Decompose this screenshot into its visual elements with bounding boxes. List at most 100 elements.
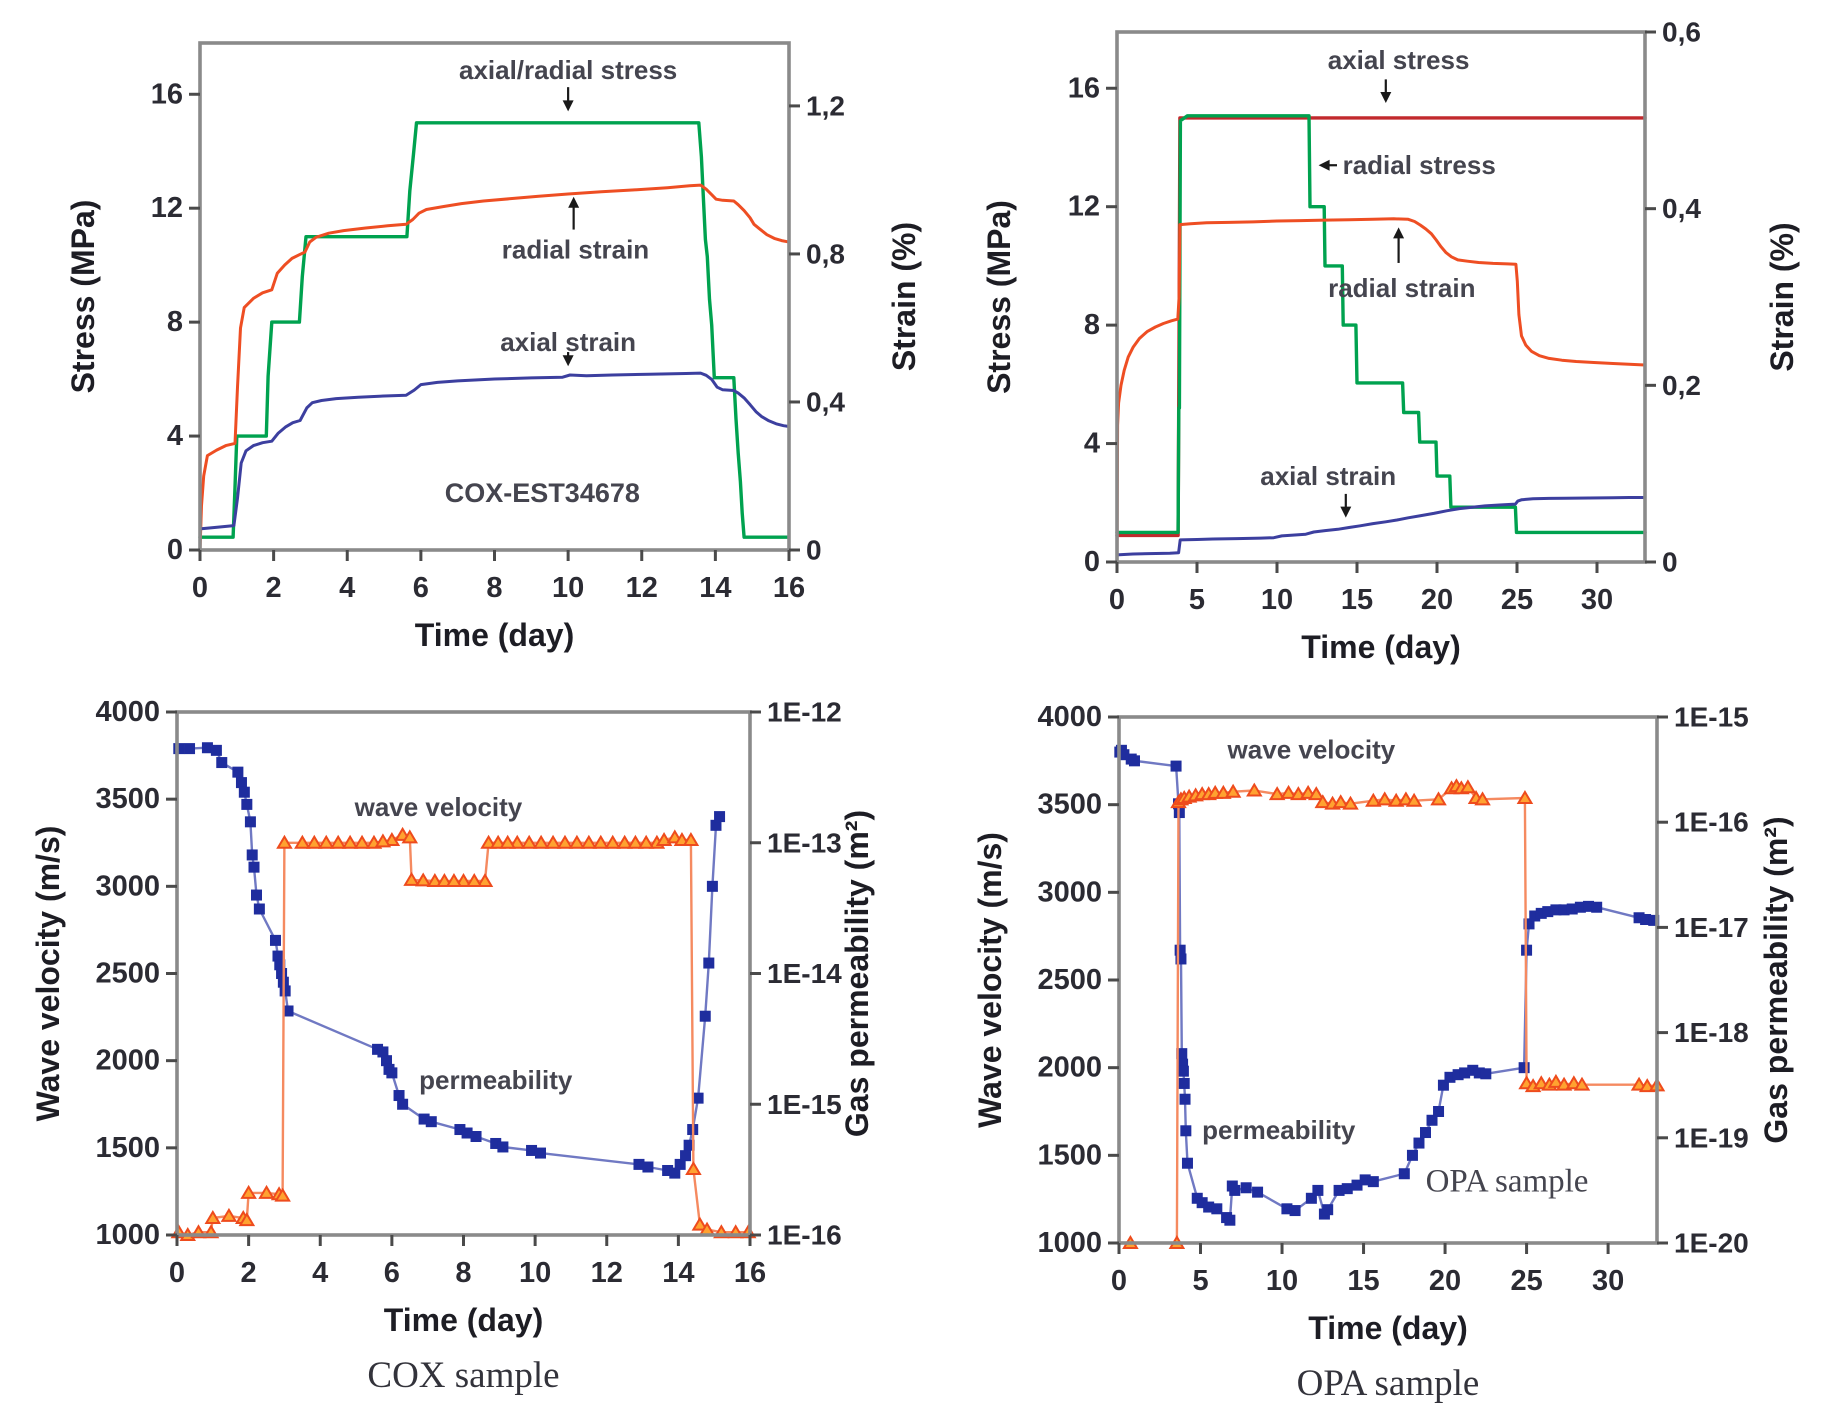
annotation-wave-velocity: wave velocity [354,792,523,822]
triangle-marker-icon [1405,792,1423,807]
triangle-marker-icon [1376,791,1393,806]
left-tick-label: 2000 [1037,1052,1102,1084]
triangle-marker-icon [627,834,644,849]
square-marker-icon [692,1092,704,1104]
triangle-marker-icon [1547,1073,1565,1088]
square-marker-icon [1281,1203,1293,1215]
x-tick-label: 2 [266,572,282,604]
annotation-radial-stress: radial stress [1343,150,1496,180]
annotation-axial-strain: axial strain [1260,461,1396,491]
square-marker-icon [497,1141,509,1153]
triangle-marker-icon [374,833,392,848]
left-tick-label: 4 [1084,428,1100,460]
square-marker-icon [1341,1183,1353,1195]
triangle-marker-icon [455,873,472,887]
square-marker-icon [1583,900,1595,912]
square-marker-icon [461,1127,473,1139]
left-axis-title: Wave velocity (m/s) [30,826,66,1122]
triangle-marker-icon [436,873,453,887]
annotation-arrow-icon [1393,227,1405,263]
square-marker-icon [1196,1197,1208,1209]
triangle-marker-icon [1638,1078,1656,1093]
square-marker-icon [534,1147,546,1159]
triangle-marker-icon [556,834,574,849]
left-tick-label: 3000 [95,870,160,902]
left-tick-label: 0 [1084,546,1100,578]
right-tick-label: 0,8 [806,238,845,269]
left-tick-label: 3000 [1037,876,1102,908]
x-tick-label: 12 [591,1257,623,1289]
square-marker-icon [1177,1058,1189,1070]
triangle-marker-icon [403,871,420,886]
right-axis-title: Gas permeability (m²) [839,810,875,1137]
triangle-marker-icon [1474,791,1491,806]
left-tick-label: 4000 [95,696,160,728]
square-marker-icon [1648,914,1660,926]
triangle-marker-icon [1342,795,1359,810]
x-tick-label: 10 [552,572,584,604]
triangle-marker-icon [682,832,700,846]
square-marker-icon [241,798,253,810]
square-marker-icon [1174,944,1186,956]
annotation-arrow-icon [568,196,580,230]
triangle-marker-icon [532,834,550,849]
square-marker-icon [470,1131,482,1143]
plot-frame [175,710,752,1237]
right-tick-label: 0,4 [806,386,845,417]
panel-opa-stress-strain: 0 5 10 15 20 25 30 0 4 8 12 16 0 0,2 0,4 0,6 Stress (MPa… [981,17,1800,666]
annotation-arrow-icon [562,87,574,112]
right-tick-label: 0 [806,535,822,566]
x-tick-label: 4 [312,1257,328,1289]
right-tick-label: 0,2 [1662,370,1701,401]
triangle-marker-icon [604,834,621,849]
square-marker-icon [674,1158,686,1170]
left-tick-label: 1000 [1037,1227,1102,1259]
square-marker-icon [526,1144,538,1156]
triangle-marker-icon [476,873,494,887]
right-tick-label: 1E-19 [1674,1122,1749,1153]
left-tick-label: 8 [167,306,183,338]
left-tick-label: 0 [167,534,183,566]
right-tick-label: 1E-12 [767,697,842,728]
x-tick-label: 15 [1341,584,1373,616]
right-axis-title: Gas permeability (m²) [1758,816,1794,1143]
square-marker-icon [232,766,244,778]
square-marker-icon [1203,1201,1215,1213]
x-tick-label: 12 [626,572,658,604]
left-tick-label: 12 [151,192,183,224]
triangle-marker-icon [499,834,516,849]
square-marker-icon [1574,901,1586,913]
series-radial-strain [1115,217,1647,564]
triangle-marker-icon [426,873,444,887]
triangle-marker-icon [1224,783,1242,798]
x-tick-label: 14 [662,1257,694,1289]
square-marker-icon [1175,953,1187,965]
square-marker-icon [425,1116,437,1128]
series-radial-strain [198,183,789,552]
triangle-marker-icon [306,834,323,849]
x-tick-label: 10 [1261,584,1293,616]
triangle-marker-icon [580,834,598,849]
square-marker-icon [1633,912,1645,924]
x-tick-label: 0 [1109,584,1125,616]
annotation-radial-strain: radial strain [1328,273,1475,303]
right-tick-label: 1E-17 [1674,912,1749,943]
triangle-marker-icon [294,834,311,849]
triangle-marker-icon [1459,779,1477,794]
right-tick-label: 1E-15 [1674,702,1749,733]
x-tick-label: 6 [413,572,429,604]
x-axis-title: Time (day) [415,617,574,653]
x-tick-label: 25 [1510,1265,1542,1297]
triangle-marker-icon [353,834,371,849]
square-marker-icon [703,957,715,969]
square-marker-icon [377,1046,389,1058]
square-marker-icon [1322,1204,1334,1216]
square-marker-icon [454,1124,466,1136]
plot-frame [198,41,791,552]
x-tick-label: 4 [339,572,355,604]
square-marker-icon [1229,1184,1241,1196]
square-marker-icon [1240,1182,1252,1194]
square-marker-icon [1535,907,1547,919]
series-axial-strain [198,371,790,531]
x-tick-label: 0 [169,1257,185,1289]
